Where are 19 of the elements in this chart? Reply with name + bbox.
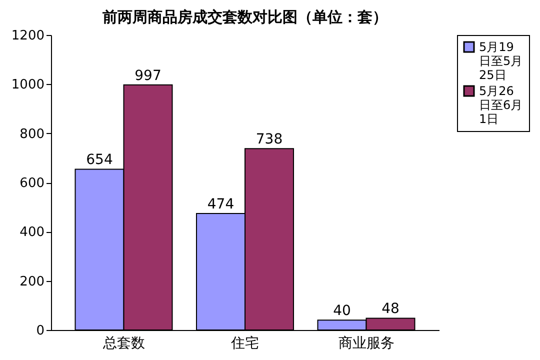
data-label: 40 [333, 303, 351, 320]
legend-label: 5月19日至5月25日 [479, 40, 523, 82]
y-tick-label: 0 [36, 324, 44, 338]
chart-title: 前两周商品房成交套数对比图（单位：套） [102, 8, 388, 26]
legend-label: 5月26日至6月1日 [479, 84, 523, 126]
y-tick-label: 400 [20, 225, 44, 240]
data-label: 48 [382, 301, 400, 318]
y-tick-label: 600 [20, 176, 44, 191]
y-tick-label: 1200 [11, 28, 44, 44]
x-tick-label: 住宅 [230, 336, 259, 352]
data-label: 654 [86, 152, 113, 168]
y-tick-label: 800 [20, 126, 44, 142]
x-tick-label: 总套数 [102, 336, 145, 352]
y-tick-label: 1000 [11, 78, 44, 93]
data-label: 474 [207, 196, 234, 212]
x-tick-label: 商业服务 [338, 336, 394, 352]
y-tick-label: 200 [20, 274, 44, 290]
data-label: 738 [256, 132, 283, 148]
data-label: 997 [134, 68, 162, 84]
